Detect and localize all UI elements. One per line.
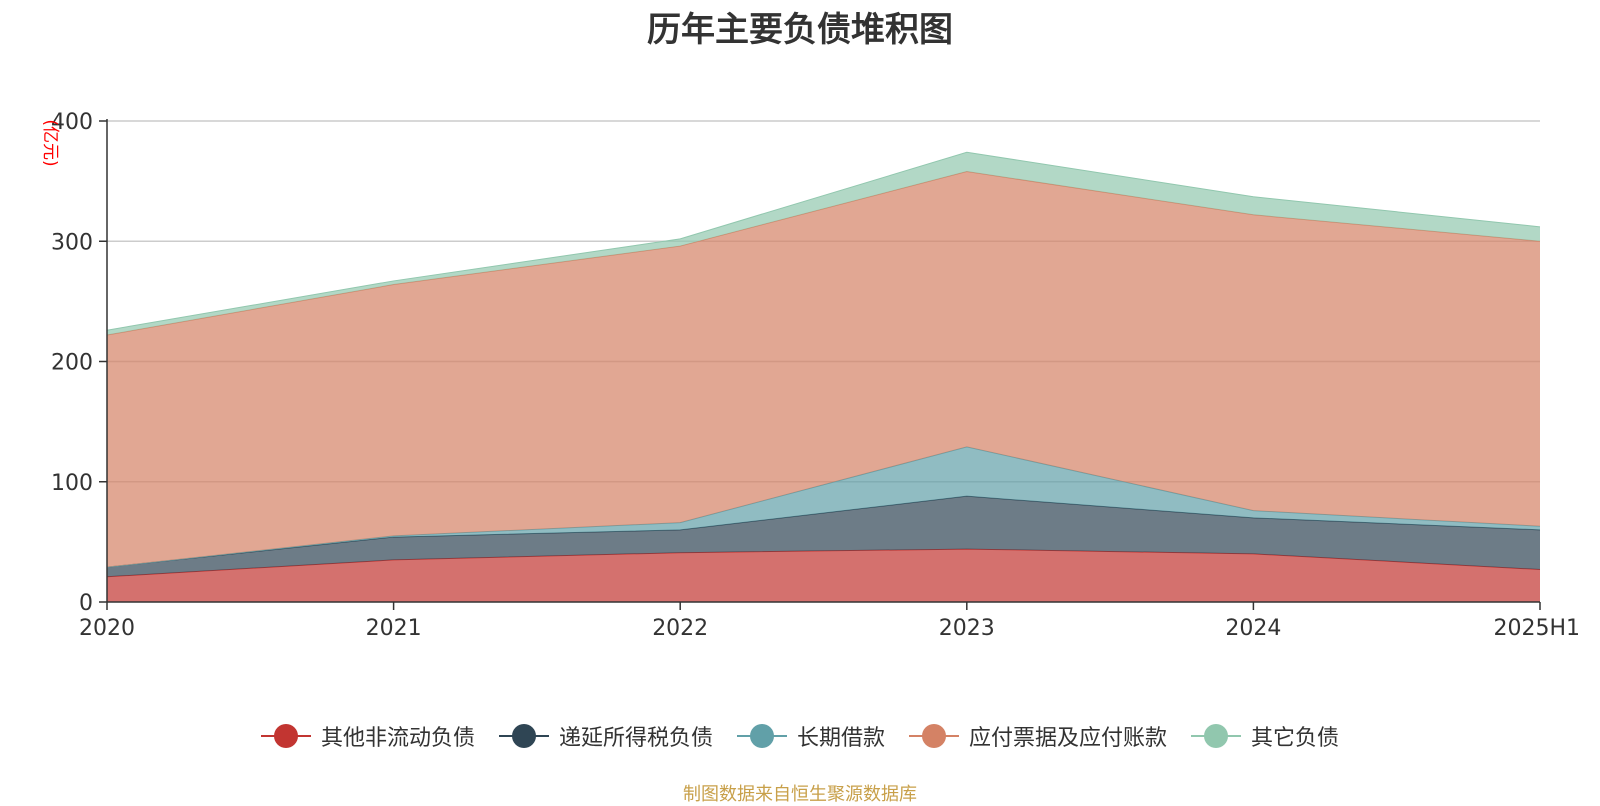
legend-item[interactable]: 其他非流动负债 xyxy=(260,720,475,752)
x-tick-label: 2022 xyxy=(652,616,708,641)
legend: 其他非流动负债 递延所得税负债 长期借款 应付票据及应付账款 其它负债 xyxy=(0,720,1600,752)
legend-label: 长期借款 xyxy=(796,726,885,751)
legend-item[interactable]: 递延所得税负债 xyxy=(498,720,713,752)
area-递延所得税负债 xyxy=(107,496,1540,577)
chart-title: 历年主要负债堆积图 xyxy=(647,10,953,50)
legend-item[interactable]: 长期借款 xyxy=(736,720,885,752)
axes: 0 100 200 300 400 2020 2021 2022 2023 2024 2025H1 xyxy=(51,110,1580,641)
legend-item[interactable]: 其它负债 xyxy=(1191,720,1339,752)
y-tick-label: 200 xyxy=(51,351,93,376)
x-tick-label: 2024 xyxy=(1225,616,1281,641)
legend-label: 递延所得税负债 xyxy=(558,726,713,751)
y-unit-label: (亿元) xyxy=(40,119,60,166)
legend-marker-icon xyxy=(1191,723,1242,749)
x-tick-label: 2020 xyxy=(79,616,135,641)
area-应付票据及应付账款 xyxy=(107,171,1540,568)
legend-marker-icon xyxy=(909,723,959,749)
area-series xyxy=(106,151,1541,602)
area-line-其它负债 xyxy=(106,151,1541,331)
legend-marker-icon xyxy=(736,723,787,749)
x-tick-label: 2023 xyxy=(939,616,995,641)
y-tick-label: 400 xyxy=(51,110,93,135)
area-其它负债 xyxy=(107,152,1540,336)
legend-label: 其它负债 xyxy=(1251,726,1340,751)
legend-marker-icon xyxy=(498,723,549,749)
area-其他非流动负债 xyxy=(107,549,1540,602)
x-tick-label: 2021 xyxy=(366,616,422,641)
area-长期借款 xyxy=(107,446,1540,568)
y-tick-label: 100 xyxy=(51,471,93,496)
legend-marker-icon xyxy=(260,723,311,749)
x-tick-label: 2025H1 xyxy=(1493,616,1580,641)
y-tick-label: 300 xyxy=(51,230,93,255)
source-note: 制图数据来自恒生聚源数据库 xyxy=(683,784,917,805)
legend-label: 其他非流动负债 xyxy=(320,726,475,751)
legend-item[interactable]: 应付票据及应付账款 xyxy=(909,720,1167,752)
legend-label: 应付票据及应付账款 xyxy=(969,726,1168,751)
y-tick-label: 0 xyxy=(79,591,93,616)
